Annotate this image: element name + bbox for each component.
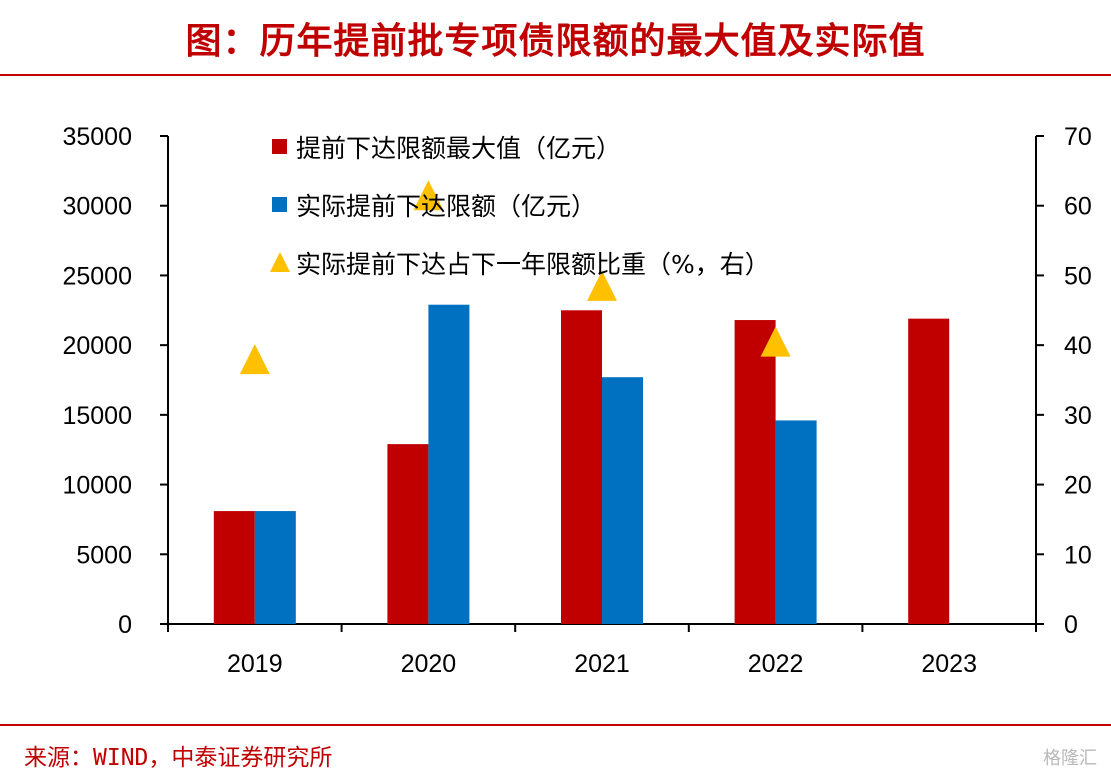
watermark: 格隆汇 — [1043, 748, 1097, 769]
y-tick-label-left: 30000 — [62, 193, 132, 221]
bar-actual-2019 — [254, 511, 296, 624]
x-tick-label: 2020 — [401, 650, 457, 678]
marker-ratio-2020 — [413, 180, 444, 211]
y-tick-label-right: 30 — [1064, 402, 1092, 430]
y-tick-label-left: 5000 — [76, 541, 132, 569]
y-tick-label-right: 0 — [1064, 611, 1078, 639]
bar-max-2023 — [908, 318, 950, 624]
y-tick-label-right: 20 — [1064, 472, 1092, 500]
y-tick-label-right: 70 — [1064, 123, 1092, 151]
legend-label-1: 实际提前下达限额（亿元） — [296, 192, 596, 221]
x-tick-label: 2019 — [227, 650, 283, 678]
y-tick-label-left: 10000 — [62, 472, 132, 500]
legend-label-2: 实际提前下达占下一年限额比重（%，右） — [296, 250, 770, 279]
y-tick-label-right: 60 — [1064, 193, 1092, 221]
x-tick-label: 2023 — [921, 650, 977, 678]
marker-ratio-2022 — [760, 326, 791, 357]
bottom-divider — [0, 724, 1111, 726]
bar-max-2021 — [561, 310, 602, 624]
title-area: 图：历年提前批专项债限额的最大值及实际值 — [0, 0, 1111, 74]
source-note: 来源：WIND，中泰证券研究所 — [24, 745, 333, 771]
page-title: 图：历年提前批专项债限额的最大值及实际值 — [185, 20, 926, 62]
y-tick-label-right: 50 — [1064, 262, 1092, 290]
chart-svg: 0 5000 10000 15000 20000 25000 30000 35000 0 10 20… — [62, 123, 1092, 678]
legend-swatch-2 — [270, 252, 290, 272]
y-tick-label-right: 40 — [1064, 332, 1092, 360]
y-tick-label-left: 15000 — [62, 402, 132, 430]
marker-ratio-2019 — [239, 344, 270, 375]
bar-max-2019 — [213, 511, 255, 624]
y-tick-label-right: 10 — [1064, 541, 1092, 569]
y-tick-label-left: 35000 — [62, 123, 132, 151]
legend-swatch-0 — [272, 139, 287, 154]
bar-actual-2021 — [602, 377, 643, 624]
bar-actual-2022 — [775, 420, 817, 624]
y-tick-label-left: 0 — [118, 611, 132, 639]
legend-label-0: 提前下达限额最大值（亿元） — [296, 134, 621, 163]
y-tick-label-left: 20000 — [62, 332, 132, 360]
x-tick-label: 2022 — [748, 650, 804, 678]
marker-ratio-2021 — [587, 270, 617, 301]
chart-area: 0 5000 10000 15000 20000 25000 30000 35000 0 10 20… — [22, 100, 1092, 705]
top-divider — [0, 74, 1111, 76]
x-tick-label: 2021 — [574, 650, 630, 678]
legend-swatch-1 — [272, 197, 287, 212]
bar-max-2022 — [734, 320, 776, 624]
y-tick-label-left: 25000 — [62, 262, 132, 290]
bar-actual-2020 — [428, 304, 470, 624]
bar-max-2020 — [387, 444, 429, 624]
